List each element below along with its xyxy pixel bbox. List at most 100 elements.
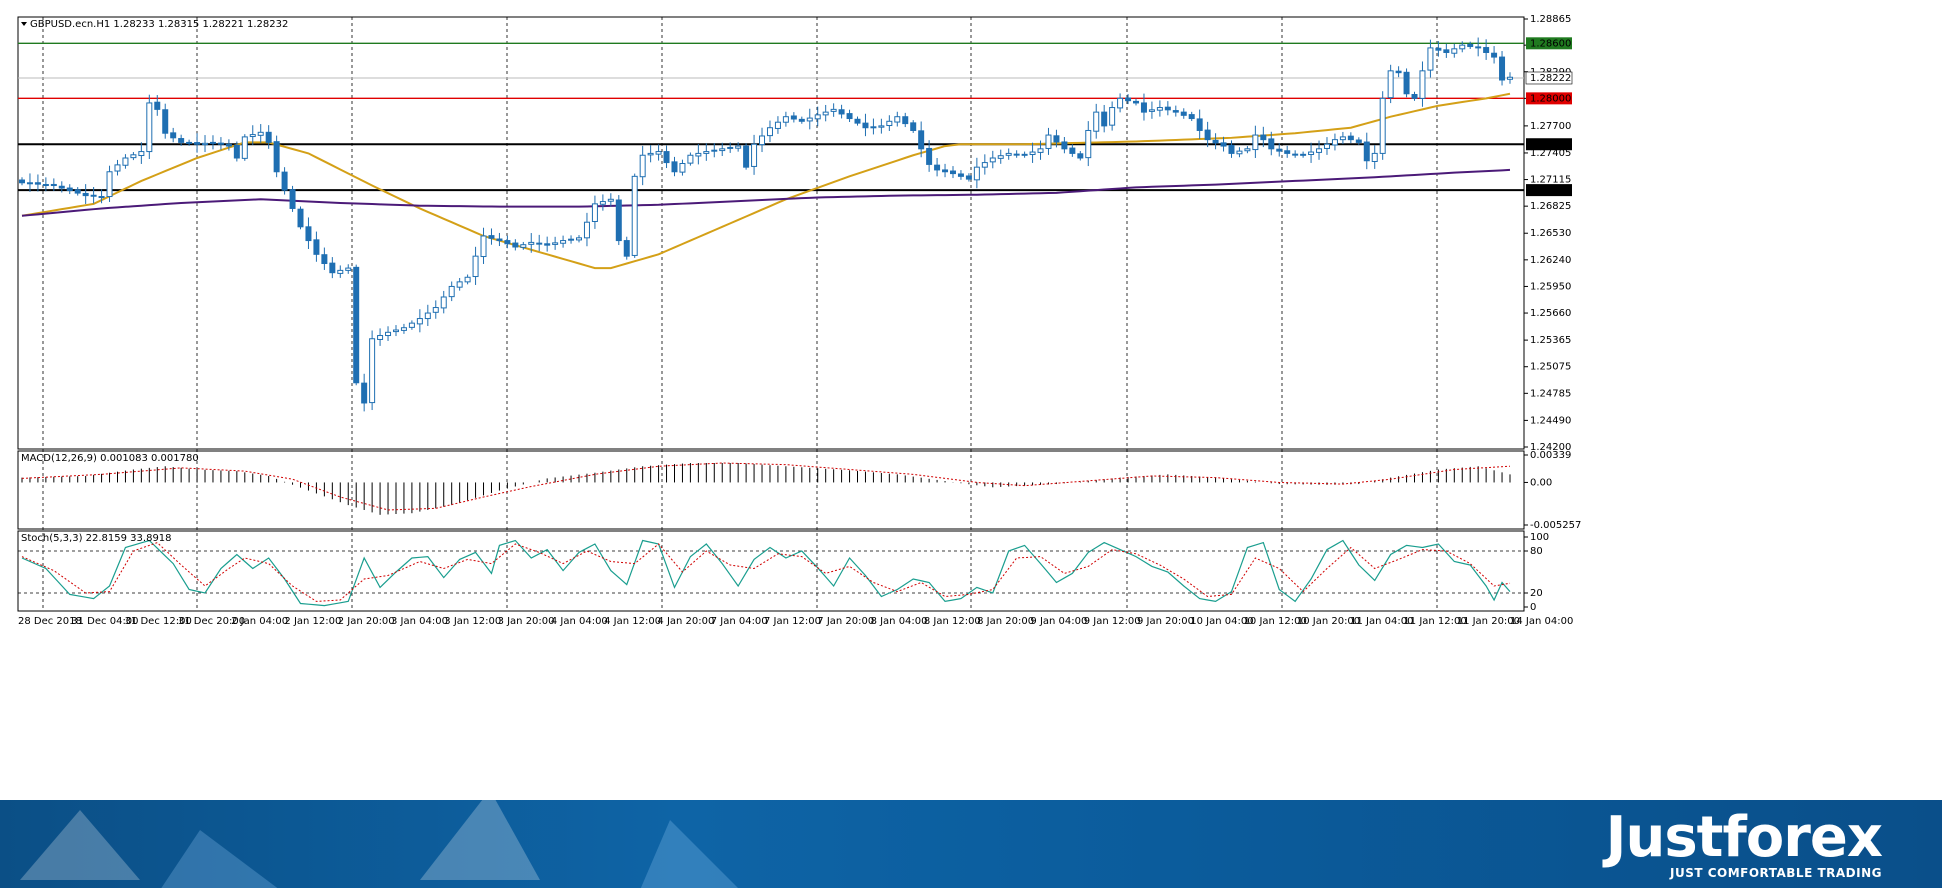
candle-bullish	[1451, 48, 1458, 54]
candle-bullish	[870, 126, 877, 129]
candle-bearish	[305, 226, 312, 242]
candle-bullish	[583, 221, 590, 239]
price-panel-frame	[17, 16, 1525, 450]
candle-bullish	[1331, 139, 1338, 146]
candle-bullish	[591, 203, 598, 222]
candle-bearish	[26, 182, 33, 185]
candle-bullish	[1156, 107, 1163, 111]
candle-bearish	[862, 122, 869, 129]
x-tick-label: 2 Jan 12:00	[284, 616, 341, 627]
justforex-logo: Justforex	[1605, 805, 1883, 870]
candle-bullish	[751, 143, 758, 167]
price-panel-title: GBPUSD.ecn.H1 1.28233 1.28315 1.28221 1.…	[30, 19, 288, 30]
candle-bullish	[1109, 107, 1116, 126]
candle-bullish	[766, 127, 773, 137]
x-tick-label: 9 Jan 12:00	[1084, 616, 1141, 627]
x-tick-label: 10 Jan 04:00	[1190, 616, 1253, 627]
x-tick-label: 3 Jan 12:00	[444, 616, 501, 627]
candle-bullish	[392, 329, 399, 333]
candle-bullish	[257, 131, 264, 136]
brand-tagline: JUST COMFORTABLE TRADING	[1669, 866, 1882, 880]
candle-bearish	[934, 164, 941, 171]
macd-histogram	[21, 463, 1511, 515]
candle-bullish	[146, 102, 153, 153]
candle-bullish	[719, 148, 726, 152]
candle-bullish	[552, 242, 559, 245]
y-tick-label: 1.25660	[1530, 308, 1571, 319]
macd-panel-title: MACD(12,26,9) 0.001083 0.001780	[21, 453, 199, 464]
candle-bullish	[1045, 134, 1052, 149]
candle-bearish	[178, 138, 185, 143]
x-tick-label: 31 Dec 04:00	[71, 616, 138, 627]
candle-bearish	[488, 235, 495, 239]
candle-bearish	[965, 175, 972, 180]
x-tick-label: 31 Dec 12:00	[125, 616, 192, 627]
y-tick-label: 1.26240	[1530, 255, 1571, 266]
macd-y-tick-label: 0.00	[1530, 477, 1552, 488]
candle-bearish	[42, 184, 49, 187]
candle-bearish	[1125, 97, 1132, 102]
candle-bullish	[981, 162, 988, 168]
candle-bullish	[456, 281, 463, 288]
candle-bearish	[74, 189, 81, 194]
decor-triangle	[160, 830, 280, 888]
macd-signal-line	[21, 462, 1511, 511]
candle-bearish	[1140, 102, 1147, 113]
candle-bearish	[504, 240, 511, 245]
candle-bearish	[281, 171, 288, 191]
candle-bearish	[90, 194, 97, 197]
y-tick-label: 1.26530	[1530, 228, 1571, 239]
level-badge	[1526, 92, 1572, 105]
candle-bearish	[34, 182, 41, 185]
candle-bearish	[1077, 153, 1084, 159]
x-tick-label: 31 Dec 20:00	[178, 616, 245, 627]
candle-bearish	[1220, 142, 1227, 147]
candle-bullish	[241, 136, 248, 159]
candle-bearish	[790, 115, 797, 120]
candle-bullish	[1037, 148, 1044, 153]
candle-bearish	[949, 170, 956, 175]
y-tick-label: 1.25950	[1530, 281, 1571, 292]
candle-bearish	[1355, 139, 1362, 143]
x-tick-label: 10 Jan 12:00	[1244, 616, 1307, 627]
candle-bullish	[448, 285, 455, 298]
candle-bullish	[369, 338, 376, 404]
candle-bullish	[560, 240, 567, 244]
candle-bearish	[1284, 150, 1291, 154]
candle-bearish	[1069, 147, 1076, 154]
candle-bearish	[1276, 148, 1283, 152]
candle-bullish	[735, 145, 742, 149]
x-tick-label: 10 Jan 20:00	[1297, 616, 1360, 627]
candle-bullish	[1148, 109, 1155, 112]
stoch-y-tick-label: 80	[1530, 546, 1543, 557]
x-tick-label: 2 Jan 04:00	[231, 616, 288, 627]
candle-bearish	[1491, 52, 1498, 58]
level-label: 1.28600	[1530, 38, 1571, 49]
y-tick-label: 1.24785	[1530, 388, 1571, 399]
candle-bullish	[1029, 151, 1036, 156]
x-tick-label: 4 Jan 20:00	[657, 616, 714, 627]
y-tick-label: 1.25075	[1530, 362, 1571, 373]
candle-bearish	[1180, 111, 1187, 116]
candle-bullish	[655, 151, 662, 155]
candle-bearish	[1363, 141, 1370, 162]
candle-bullish	[480, 235, 487, 258]
candle-bearish	[194, 142, 201, 145]
candle-bearish	[536, 242, 543, 245]
candle-bullish	[989, 157, 996, 163]
candle-bearish	[321, 254, 328, 265]
candle-bearish	[1395, 70, 1402, 74]
stoch-d-line	[21, 542, 1511, 602]
candle-bullish	[568, 238, 575, 241]
candle-bullish	[886, 120, 893, 127]
candle-bullish	[607, 198, 614, 202]
x-tick-label: 14 Jan 04:00	[1510, 616, 1573, 627]
y-tick-label: 1.27115	[1530, 175, 1571, 186]
candle-bullish	[345, 267, 352, 271]
y-tick-label: 1.26825	[1530, 201, 1571, 212]
candle-bearish	[19, 179, 25, 184]
candlesticks	[19, 37, 1513, 412]
candle-bearish	[313, 239, 320, 255]
x-tick-label: 2 Jan 20:00	[338, 616, 395, 627]
